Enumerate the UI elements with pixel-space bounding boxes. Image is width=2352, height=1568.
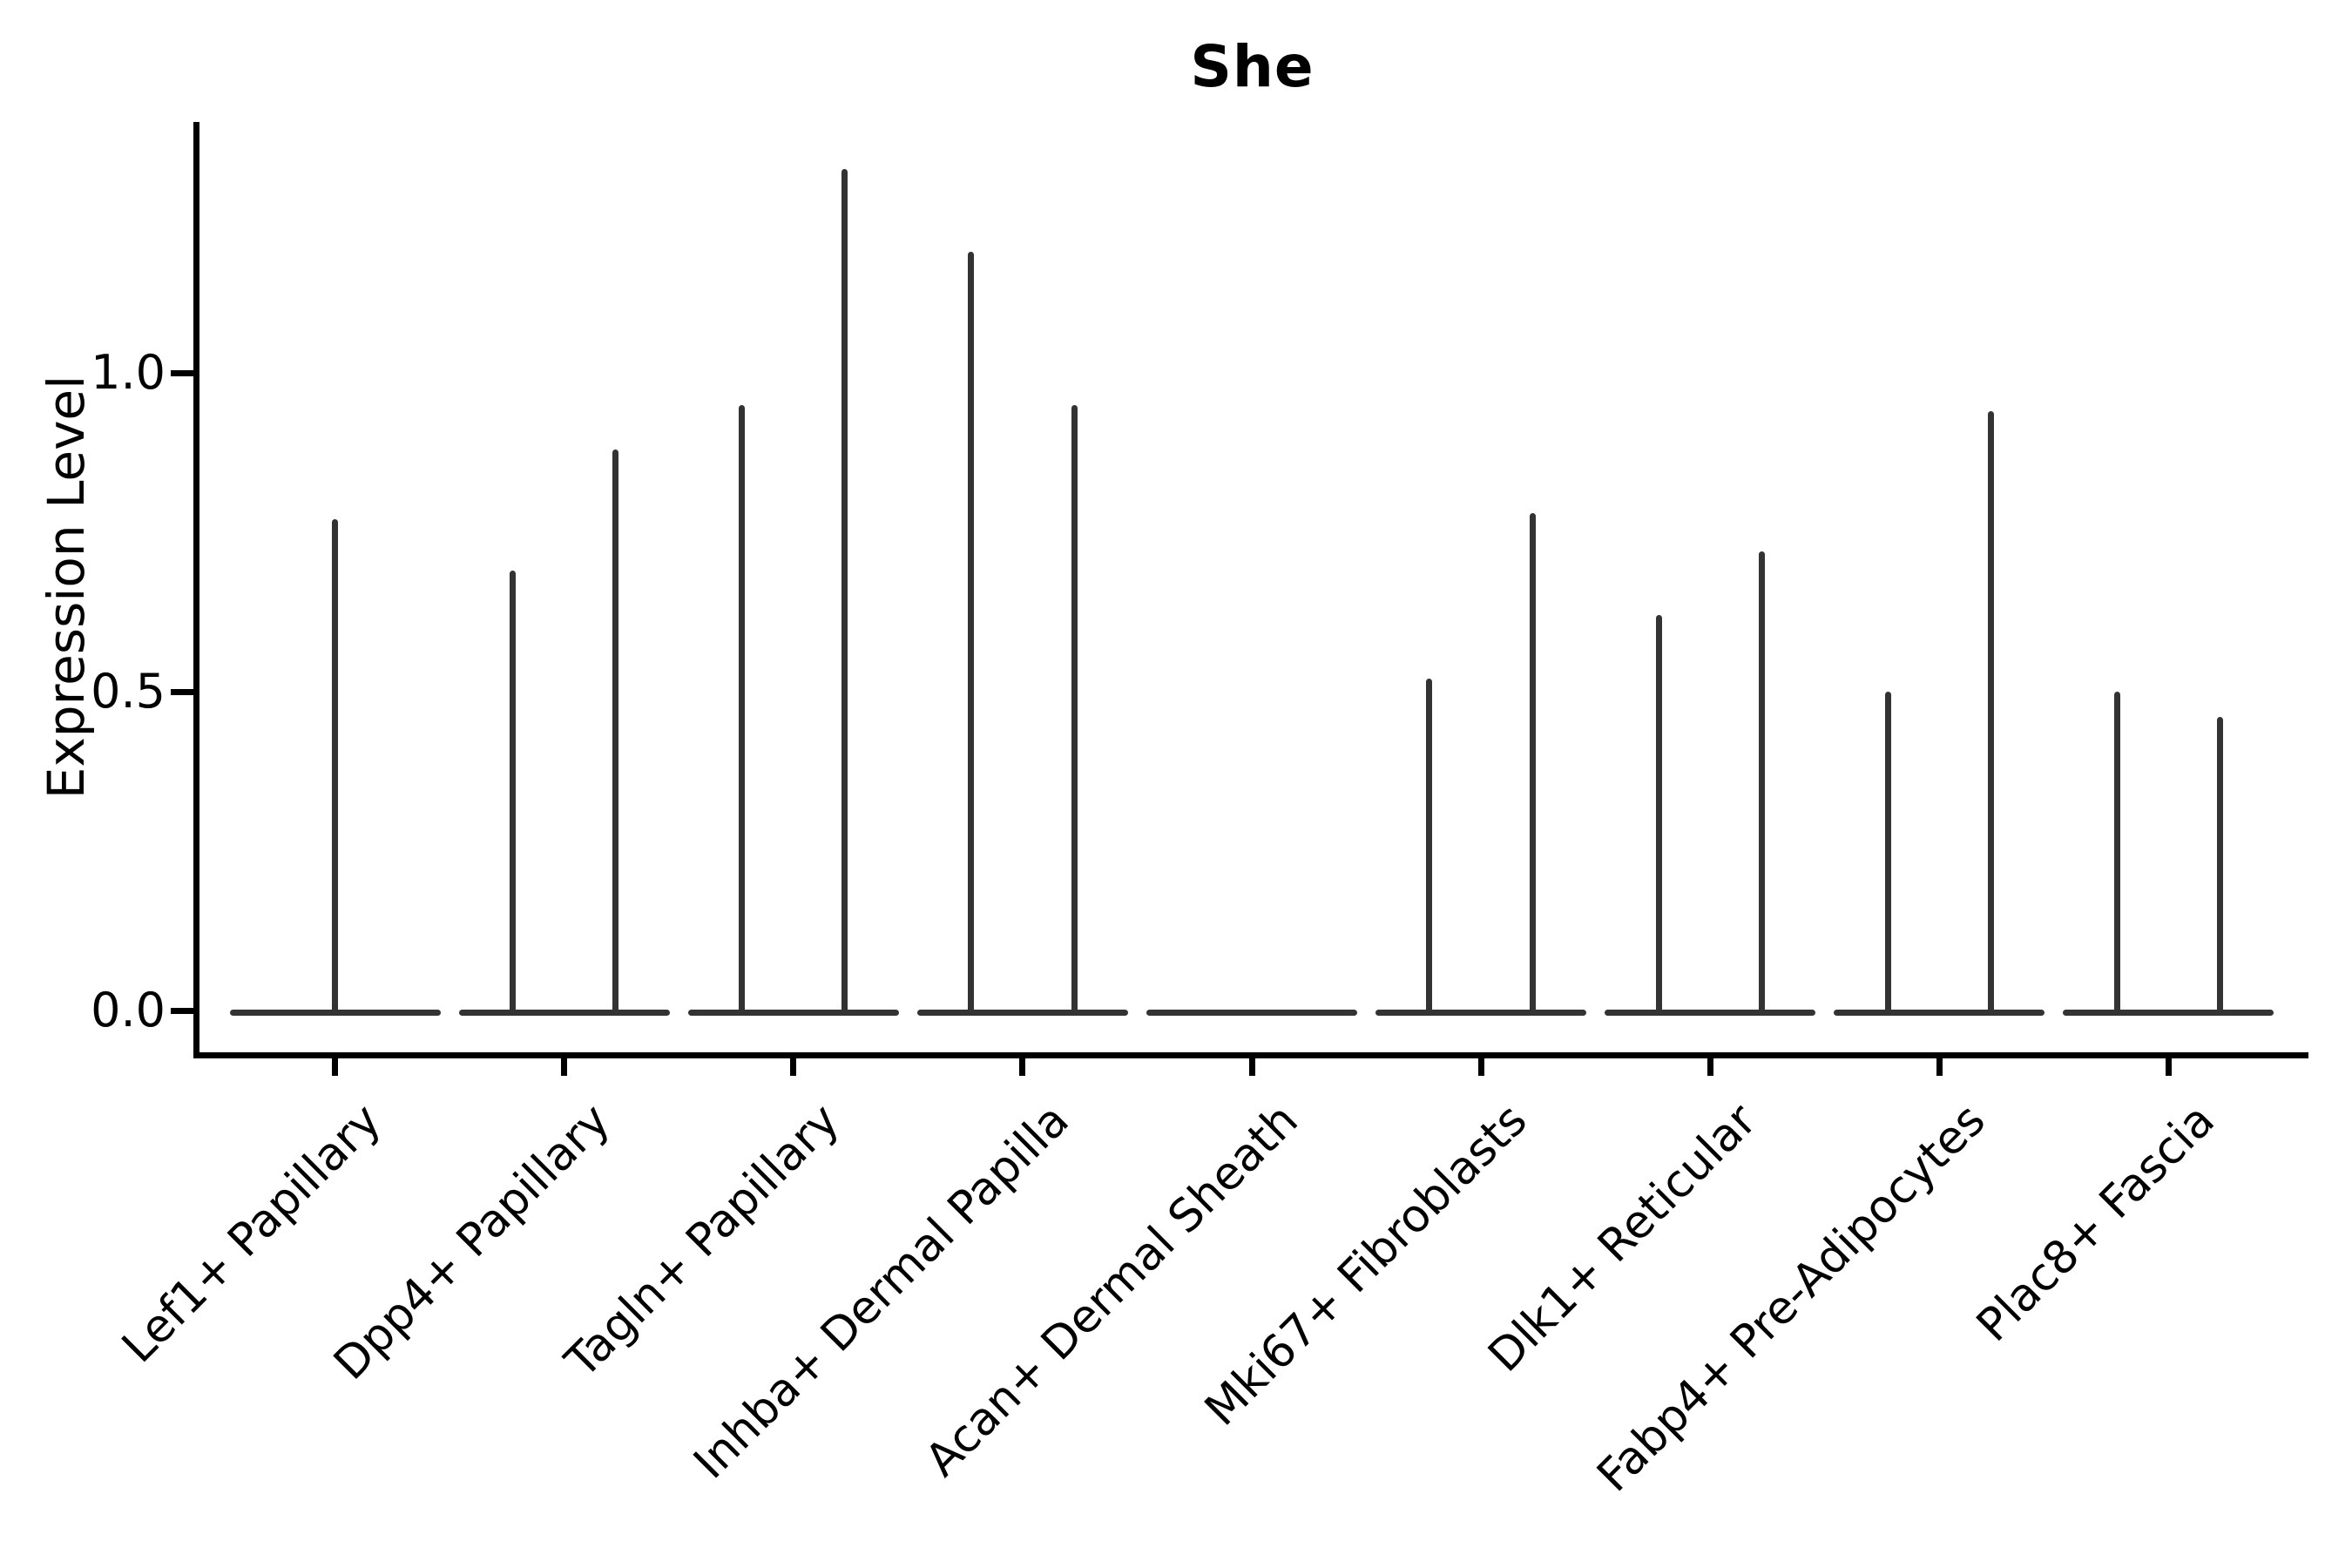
y-tick [171,688,193,695]
violin-base [1834,1009,2045,1016]
y-tick-label: 0.5 [91,664,166,719]
y-tick-label: 0.0 [91,983,166,1037]
violin-spike [510,570,516,1016]
violin-base [2063,1009,2274,1016]
x-tick [1248,1058,1255,1076]
plot-title: She [1190,33,1315,100]
violin-base [1375,1009,1587,1016]
violin-spike [1071,404,1078,1016]
violin-spike [1655,615,1662,1016]
x-tick [1936,1058,1943,1076]
x-tick [790,1058,797,1076]
violin-spike [2113,692,2120,1016]
x-tick [561,1058,568,1076]
violin-spike [1529,513,1536,1016]
violin-base [1146,1009,1358,1016]
x-tick [1477,1058,1484,1076]
y-tick-label: 1.0 [91,345,166,400]
violin-base [458,1009,670,1016]
violin-spike [739,404,746,1016]
x-axis-spine [193,1052,2308,1058]
x-tick [1707,1058,1713,1076]
violin-spike [1426,679,1433,1016]
violin-spike [612,449,619,1016]
y-tick [171,1007,193,1014]
x-tick [332,1058,339,1076]
violin-spike [968,251,975,1016]
y-axis-label: Expression Level [37,375,96,800]
violin-base [916,1009,1128,1016]
violin-spike [1884,692,1891,1016]
y-tick [171,369,193,376]
violin-base [1605,1009,1816,1016]
violin-base [687,1009,899,1016]
x-tick-label: Inhba+ Dermal Papilla [683,1094,1079,1490]
y-axis-spine [193,122,199,1058]
x-tick-label: Fabp4+ Pre-Adipocytes [1587,1094,1996,1503]
violin-spike [1987,410,1994,1016]
violin-spike [2217,717,2224,1016]
violin-spike [841,168,848,1016]
x-tick-label: Acan+ Dermal Sheath [915,1094,1308,1487]
x-tick [1019,1058,1026,1076]
violin-spike [332,519,339,1016]
violin-spike [1758,551,1765,1016]
x-tick [2165,1058,2172,1076]
x-tick-label: Plac8+ Fascia [1966,1094,2225,1352]
